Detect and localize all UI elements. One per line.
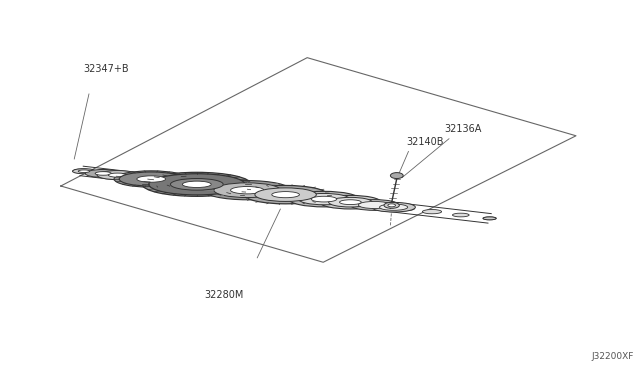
Ellipse shape — [390, 173, 403, 179]
Text: 32140B: 32140B — [406, 137, 444, 147]
Ellipse shape — [108, 173, 127, 177]
Ellipse shape — [380, 204, 408, 210]
Ellipse shape — [85, 170, 121, 177]
Ellipse shape — [73, 169, 90, 173]
Ellipse shape — [95, 171, 111, 175]
Ellipse shape — [289, 191, 359, 207]
Ellipse shape — [358, 202, 390, 208]
Ellipse shape — [97, 171, 138, 180]
Ellipse shape — [78, 170, 90, 173]
Text: 32347+B: 32347+B — [83, 64, 129, 74]
Ellipse shape — [170, 179, 223, 190]
Ellipse shape — [452, 213, 469, 217]
Text: J32200XF: J32200XF — [591, 352, 634, 361]
Ellipse shape — [72, 169, 95, 174]
Ellipse shape — [272, 192, 300, 198]
Ellipse shape — [230, 186, 264, 194]
Ellipse shape — [422, 209, 442, 214]
Ellipse shape — [149, 174, 245, 195]
Ellipse shape — [114, 171, 188, 187]
Ellipse shape — [329, 198, 372, 207]
Ellipse shape — [319, 195, 381, 209]
Ellipse shape — [384, 202, 399, 208]
Text: 32136A: 32136A — [445, 124, 482, 134]
Text: 32280M: 32280M — [205, 290, 244, 300]
Ellipse shape — [339, 200, 361, 205]
Ellipse shape — [244, 186, 327, 204]
Ellipse shape — [255, 188, 316, 201]
Ellipse shape — [483, 217, 496, 220]
Ellipse shape — [372, 202, 415, 212]
Ellipse shape — [350, 200, 399, 210]
Ellipse shape — [182, 181, 211, 187]
Ellipse shape — [204, 180, 291, 200]
Ellipse shape — [483, 217, 496, 220]
Ellipse shape — [388, 204, 396, 207]
Ellipse shape — [214, 183, 280, 198]
Ellipse shape — [119, 172, 183, 186]
Ellipse shape — [298, 193, 349, 205]
Ellipse shape — [311, 196, 337, 202]
Ellipse shape — [137, 176, 166, 182]
Ellipse shape — [392, 206, 415, 211]
Ellipse shape — [143, 172, 251, 196]
